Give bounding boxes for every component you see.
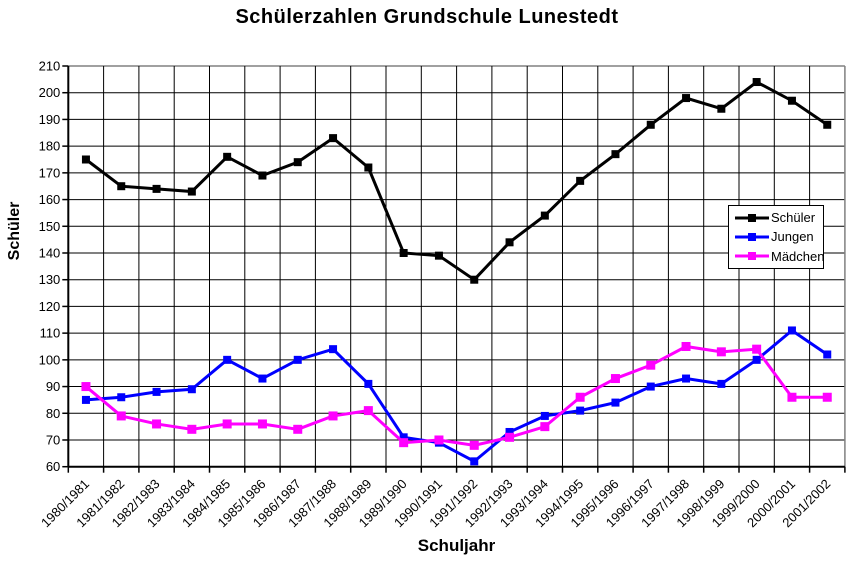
data-point-marker-jungen <box>717 379 726 388</box>
legend-item-jungen: Jungen <box>735 230 823 243</box>
data-point-marker-jungen <box>258 374 267 383</box>
data-point-marker-mädchen <box>152 419 162 429</box>
data-point-marker-mädchen <box>787 392 797 402</box>
y-tick-label: 150 <box>39 219 61 234</box>
y-tick-label: 200 <box>39 85 61 100</box>
data-point-marker-schüler <box>505 238 514 247</box>
y-tick-label: 100 <box>39 352 61 367</box>
data-point-marker-jungen <box>117 393 126 402</box>
series-line-schüler <box>85 80 829 282</box>
data-point-marker-jungen <box>752 355 761 364</box>
data-point-marker-schüler <box>399 248 408 257</box>
data-point-marker-jungen <box>364 379 373 388</box>
data-point-marker-jungen <box>329 345 338 354</box>
data-point-marker-schüler <box>329 134 338 143</box>
series-line-mädchen <box>84 344 828 447</box>
data-point-marker-schüler <box>81 155 90 164</box>
data-point-marker-jungen <box>399 433 408 442</box>
data-point-marker-mädchen <box>116 411 126 421</box>
legend-swatch-line-marker-icon <box>735 232 769 241</box>
data-point-marker-jungen <box>470 457 479 466</box>
data-point-marker-schüler <box>717 104 726 113</box>
data-point-marker-mädchen <box>646 360 656 370</box>
y-axis-title: Schüler <box>6 201 23 261</box>
y-tick-label: 60 <box>46 459 60 474</box>
y-tick-label: 110 <box>40 326 61 341</box>
data-point-marker-schüler <box>258 171 267 180</box>
legend-label: Jungen <box>771 229 814 245</box>
y-tick-label: 80 <box>46 406 60 421</box>
data-point-marker-schüler <box>434 251 443 260</box>
legend-swatch-line-marker-icon <box>735 213 769 222</box>
data-point-marker-jungen <box>823 350 832 359</box>
y-tick-label: 170 <box>39 165 61 180</box>
y-tick-label: 130 <box>39 272 61 287</box>
y-tick-label: 70 <box>46 432 60 447</box>
data-point-marker-schüler <box>364 163 373 172</box>
data-point-marker-jungen <box>646 382 655 391</box>
data-point-marker-jungen <box>223 355 232 364</box>
data-point-marker-mädchen <box>681 341 691 351</box>
chart-title: Schülerzahlen Grundschule Lunestedt <box>235 6 619 28</box>
data-point-marker-jungen <box>293 355 302 364</box>
data-point-marker-jungen <box>152 387 161 396</box>
data-point-marker-schüler <box>823 120 832 129</box>
legend-label: Schüler <box>771 210 816 226</box>
y-tick-label: 90 <box>46 379 60 394</box>
data-point-marker-mädchen <box>187 424 197 434</box>
data-point-marker-schüler <box>152 184 161 193</box>
data-point-marker-jungen <box>187 385 196 394</box>
data-point-marker-mädchen <box>399 438 409 448</box>
legend: Schüler Jungen Mädchen <box>728 205 824 269</box>
series-line-jungen <box>85 328 829 464</box>
data-point-marker-jungen <box>540 411 549 420</box>
y-tick-label: 140 <box>39 245 61 260</box>
data-point-marker-schüler <box>787 96 796 105</box>
data-point-marker-mädchen <box>610 374 620 384</box>
data-point-marker-mädchen <box>575 392 585 402</box>
data-point-marker-jungen <box>81 395 90 404</box>
data-point-marker-mädchen <box>293 424 303 434</box>
data-point-marker-mädchen <box>540 422 550 432</box>
data-point-marker-schüler <box>682 94 691 103</box>
legend-item-schueler: Schüler <box>735 211 823 224</box>
data-point-marker-mädchen <box>257 419 267 429</box>
data-point-marker-schüler <box>646 120 655 129</box>
y-tick-label: 120 <box>39 299 61 314</box>
x-axis-title: Schuljahr <box>417 536 496 555</box>
data-point-marker-schüler <box>293 158 302 167</box>
data-point-marker-mädchen <box>822 392 832 402</box>
y-tick-label: 180 <box>39 139 61 154</box>
data-point-marker-schüler <box>470 275 479 284</box>
data-point-marker-schüler <box>187 187 196 196</box>
data-point-marker-mädchen <box>434 435 444 445</box>
data-point-marker-mädchen <box>222 419 232 429</box>
legend-label: Mädchen <box>771 248 825 264</box>
data-point-marker-jungen <box>611 398 620 407</box>
data-point-marker-schüler <box>576 176 585 185</box>
data-point-marker-jungen <box>682 374 691 383</box>
data-point-marker-mädchen <box>752 344 762 354</box>
legend-item-maedchen: Mädchen <box>735 248 825 264</box>
data-point-marker-jungen <box>576 406 585 415</box>
data-point-marker-mädchen <box>328 411 338 421</box>
y-tick-label: 190 <box>39 112 61 127</box>
data-point-marker-mädchen <box>505 432 515 442</box>
data-point-marker-schüler <box>752 78 761 87</box>
y-tick-label: 160 <box>39 192 61 207</box>
data-point-marker-mädchen <box>716 347 726 357</box>
data-point-marker-schüler <box>117 182 126 191</box>
data-point-marker-mädchen <box>81 382 91 392</box>
data-point-marker-mädchen <box>469 440 479 450</box>
legend-swatch-line-marker-icon <box>735 252 769 261</box>
data-point-marker-mädchen <box>363 406 373 416</box>
data-point-marker-schüler <box>223 152 232 161</box>
data-point-marker-jungen <box>505 427 514 436</box>
data-point-marker-schüler <box>611 150 620 159</box>
data-point-marker-schüler <box>540 211 549 220</box>
y-tick-label: 210 <box>39 59 61 74</box>
data-point-marker-jungen <box>787 326 796 335</box>
